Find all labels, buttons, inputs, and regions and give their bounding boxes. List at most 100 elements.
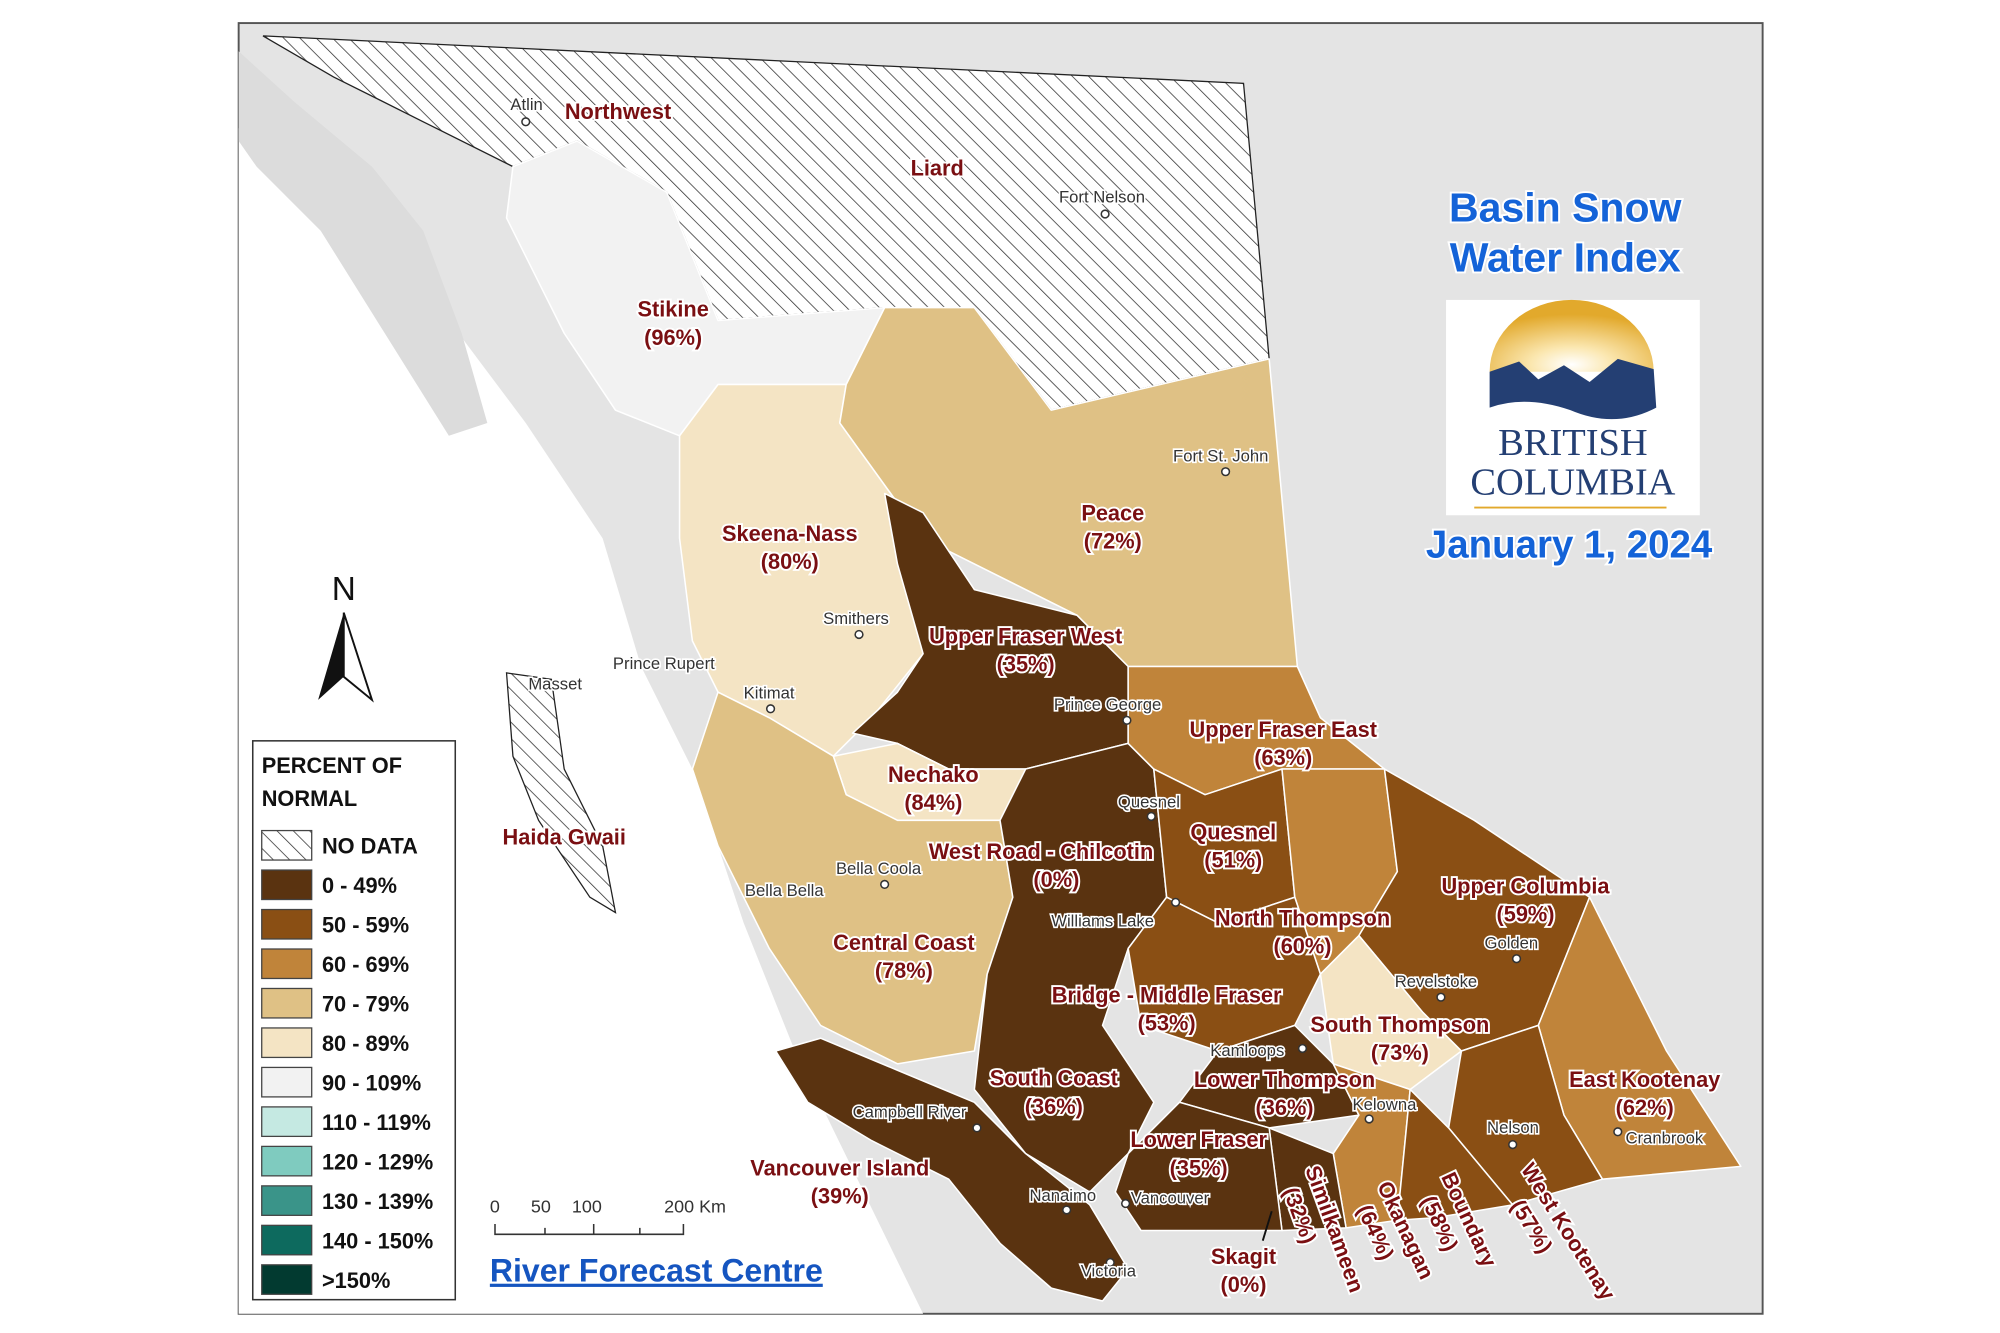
legend-swatch bbox=[261, 1106, 313, 1138]
label-south-thompson: South Thompson bbox=[1310, 1012, 1489, 1037]
legend-label: 70 - 79% bbox=[322, 992, 409, 1017]
value-central-coast: (78%) bbox=[875, 958, 933, 983]
svg-text:100: 100 bbox=[572, 1197, 602, 1217]
city-campbell-river: Campbell River bbox=[851, 1101, 982, 1133]
svg-text:Kelowna: Kelowna bbox=[1352, 1095, 1417, 1114]
svg-text:Kamloops: Kamloops bbox=[1210, 1041, 1284, 1060]
value-north-thompson: (60%) bbox=[1273, 934, 1331, 959]
svg-text:Quesnel: Quesnel bbox=[1118, 792, 1180, 811]
value-skagit: (0%) bbox=[1221, 1272, 1267, 1297]
label-skagit: Skagit bbox=[1211, 1244, 1276, 1269]
legend-item: 110 - 119% bbox=[261, 1106, 431, 1138]
map-date: January 1, 2024 bbox=[1426, 524, 1713, 567]
legend-item: 0 - 49% bbox=[261, 869, 397, 901]
legend-item: 120 - 129% bbox=[261, 1145, 433, 1177]
city-fort-nelson: Fort Nelson bbox=[1057, 186, 1147, 219]
svg-text:Cranbrook: Cranbrook bbox=[1625, 1128, 1703, 1147]
svg-text:COLUMBIA: COLUMBIA bbox=[1470, 462, 1675, 504]
basin-haida-gwaii[interactable] bbox=[505, 672, 617, 914]
legend-item: 90 - 109% bbox=[261, 1066, 421, 1098]
city-victoria: Victoria bbox=[1079, 1257, 1138, 1282]
label-northwest: Northwest bbox=[565, 99, 671, 124]
basin-bridge-middle-fraser[interactable] bbox=[1127, 896, 1322, 1052]
scale-bar: 0 50 100 200 Km bbox=[490, 1197, 726, 1236]
legend-item: 80 - 89% bbox=[261, 1027, 409, 1059]
legend-swatch bbox=[261, 948, 313, 980]
legend-swatch bbox=[261, 1264, 313, 1295]
city-golden: Golden bbox=[1483, 932, 1540, 964]
label-quesnel: Quesnel bbox=[1190, 820, 1276, 845]
basins bbox=[262, 35, 1742, 1302]
skagit-leader-line bbox=[1261, 1210, 1273, 1241]
svg-text:Williams Lake: Williams Lake bbox=[1051, 912, 1154, 931]
label-vancouver-island: Vancouver Island bbox=[750, 1155, 929, 1180]
value-quesnel: (51%) bbox=[1204, 848, 1262, 873]
basin-vancouver-island[interactable] bbox=[774, 1037, 1129, 1302]
legend-item: >150% bbox=[261, 1264, 390, 1295]
label-haida-gwaii: Haida Gwaii bbox=[503, 825, 626, 850]
label-skeena-nass: Skeena-Nass bbox=[722, 521, 858, 546]
svg-text:Kitimat: Kitimat bbox=[744, 684, 795, 703]
legend-label: 110 - 119% bbox=[322, 1110, 431, 1135]
legend-label: 50 - 59% bbox=[322, 913, 409, 938]
value-nechako: (84%) bbox=[904, 790, 962, 815]
city-vancouver: Vancouver bbox=[1120, 1187, 1211, 1209]
label-upper-columbia: Upper Columbia bbox=[1441, 873, 1610, 898]
value-south-coast: (36%) bbox=[1025, 1094, 1083, 1119]
legend-label: >150% bbox=[322, 1268, 390, 1293]
svg-text:Golden: Golden bbox=[1484, 933, 1538, 952]
svg-text:Revelstoke: Revelstoke bbox=[1395, 972, 1477, 991]
legend-item: 70 - 79% bbox=[261, 987, 409, 1019]
basin-lower-fraser[interactable] bbox=[1114, 1101, 1283, 1232]
city-kelowna: Kelowna bbox=[1351, 1093, 1419, 1124]
city-williams-lake: Williams Lake bbox=[1050, 897, 1181, 932]
svg-text:Campbell River: Campbell River bbox=[853, 1103, 967, 1122]
city-kitimat: Kitimat bbox=[742, 682, 797, 714]
city-fort-st-john: Fort St. John bbox=[1171, 445, 1270, 477]
svg-text:Fort St. John: Fort St. John bbox=[1173, 446, 1268, 465]
svg-text:NORMAL: NORMAL bbox=[262, 786, 358, 811]
legend: PERCENT OF NORMAL NO DATA 0 - 49% 50 - 59%… bbox=[251, 740, 457, 1301]
legend-label: 0 - 49% bbox=[322, 873, 397, 898]
city-kamloops: Kamloops bbox=[1209, 1040, 1308, 1062]
legend-title: PERCENT OF bbox=[262, 753, 402, 778]
svg-text:Prince George: Prince George bbox=[1054, 695, 1161, 714]
city-bella-bella: Bella Bella bbox=[743, 879, 826, 901]
svg-text:0: 0 bbox=[490, 1197, 500, 1217]
legend-swatch bbox=[261, 908, 313, 940]
cities: Atlin Fort Nelson Fort St. John Smithers… bbox=[509, 94, 1706, 1283]
label-upper-fraser-west: Upper Fraser West bbox=[929, 623, 1122, 648]
label-central-coast: Central Coast bbox=[833, 930, 975, 955]
svg-text:Nelson: Nelson bbox=[1487, 1118, 1539, 1137]
bc-logo: BRITISH COLUMBIA bbox=[1446, 299, 1700, 516]
svg-text:Atlin: Atlin bbox=[510, 95, 542, 114]
city-masset: Masset bbox=[527, 673, 584, 695]
value-peace: (72%) bbox=[1084, 529, 1142, 554]
label-peace: Peace bbox=[1081, 500, 1144, 525]
legend-swatch bbox=[261, 829, 313, 861]
river-forecast-centre-link[interactable]: River Forecast Centre bbox=[490, 1253, 823, 1289]
alaska-panhandle bbox=[238, 51, 488, 436]
value-west-road-chilcotin: (0%) bbox=[1033, 867, 1079, 892]
svg-text:Masset: Masset bbox=[528, 675, 582, 694]
legend-swatch bbox=[261, 1145, 313, 1177]
value-lower-thompson: (36%) bbox=[1256, 1095, 1314, 1120]
legend-swatch bbox=[261, 1066, 313, 1098]
svg-text:N: N bbox=[332, 571, 356, 608]
legend-item: 140 - 150% bbox=[261, 1224, 433, 1256]
basin-boundary[interactable] bbox=[1396, 1088, 1514, 1221]
label-upper-fraser-east: Upper Fraser East bbox=[1190, 717, 1378, 742]
city-prince-rupert: Prince Rupert bbox=[611, 652, 716, 674]
svg-text:Vancouver: Vancouver bbox=[1131, 1189, 1210, 1208]
value-stikine: (96%) bbox=[644, 325, 702, 350]
city-nelson: Nelson bbox=[1485, 1116, 1541, 1150]
city-atlin: Atlin bbox=[509, 94, 544, 127]
legend-item: 130 - 139% bbox=[261, 1185, 433, 1216]
label-stikine: Stikine bbox=[637, 297, 708, 322]
city-cranbrook: Cranbrook bbox=[1613, 1127, 1706, 1149]
value-upper-fraser-west: (35%) bbox=[997, 652, 1055, 677]
value-skeena-nass: (80%) bbox=[761, 549, 819, 574]
city-prince-george: Prince George bbox=[1052, 693, 1163, 725]
legend-swatch bbox=[261, 1027, 313, 1059]
